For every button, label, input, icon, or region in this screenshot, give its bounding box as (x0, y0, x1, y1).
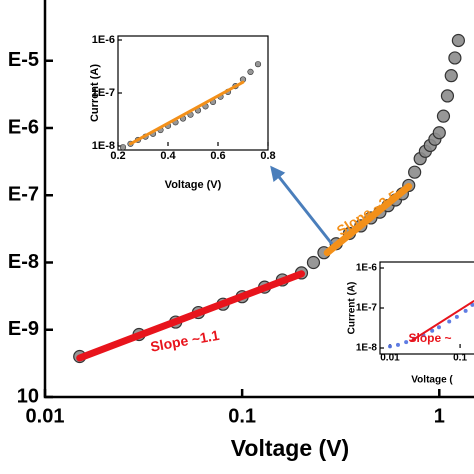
inset-plot: 1E-8 1E-7 1E-6 0.2 0.4 0.6 0.8 Voltage (V) Curre… (89, 34, 276, 191)
data-point (440, 89, 455, 103)
fit-line (410, 300, 474, 342)
x-tick-label: 0.6 (210, 150, 225, 162)
data-point (436, 325, 441, 330)
y-tick-label: 1E-6 (356, 263, 378, 274)
data-point (387, 344, 392, 349)
data-point (254, 61, 262, 68)
fit-line (129, 80, 245, 146)
x-axis-label: Voltage (V) (231, 435, 349, 461)
y-axis-label: Current (A) (89, 64, 101, 122)
fit-line (323, 183, 413, 257)
data-point (247, 68, 254, 76)
plot-frame (379, 261, 474, 355)
x-tick-label: 0.1 (228, 405, 256, 427)
data-point (306, 255, 321, 270)
data-point (430, 328, 435, 333)
y-tick-label: 1E-6 (92, 34, 115, 46)
data-point (448, 51, 462, 65)
x-tick-label: 0.01 (380, 353, 400, 364)
fit-line (76, 270, 305, 362)
data-point (444, 69, 458, 83)
data-point (451, 33, 465, 48)
x-tick-label: 0.1 (453, 353, 467, 364)
y-tick-label: E-7 (8, 184, 39, 206)
x-axis-label: Voltage (V) (165, 179, 222, 191)
data-point (432, 126, 446, 140)
y-tick-label: 1E-7 (356, 303, 378, 314)
y-tick-label: E-6 (8, 116, 39, 138)
y-tick-label: 1E-7 (92, 87, 115, 99)
y-axis-label: Current (A) (347, 282, 358, 335)
x-tick-label: 1 (434, 405, 445, 427)
y-tick-label: 1E-8 (92, 140, 115, 152)
data-point (395, 342, 400, 347)
y-tick-label: E-9 (8, 318, 39, 340)
y-tick-label: 10 (17, 385, 39, 407)
plot-frame (117, 35, 269, 151)
x-tick-label: 0.01 (26, 405, 65, 427)
x-tick-label: 0.2 (110, 150, 125, 162)
data-point (119, 144, 127, 151)
data-point (454, 314, 459, 319)
data-point (463, 308, 468, 313)
y-tick-label: 1E-8 (356, 343, 378, 354)
x-tick-label: 0.8 (260, 150, 275, 162)
arrow (270, 165, 334, 245)
data-point (447, 319, 452, 324)
y-tick-label: E-8 (8, 251, 39, 273)
x-tick-label: 0.4 (160, 150, 176, 162)
annotation: Slope ~ (408, 331, 451, 345)
data-point (404, 340, 409, 345)
y-tick-label: E-5 (8, 49, 39, 71)
x-axis-label: Voltage ( (411, 375, 453, 386)
data-point (436, 109, 451, 123)
data-point (408, 165, 422, 179)
